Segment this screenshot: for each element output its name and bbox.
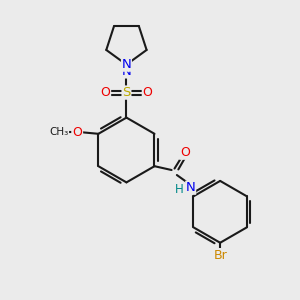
Text: S: S <box>122 86 130 99</box>
Text: N: N <box>122 58 131 71</box>
Text: CH₃: CH₃ <box>49 127 69 137</box>
Text: H: H <box>175 183 184 196</box>
Text: O: O <box>143 86 153 99</box>
Text: N: N <box>186 181 196 194</box>
Text: N: N <box>122 65 131 78</box>
Text: O: O <box>72 126 82 139</box>
Text: O: O <box>100 86 110 99</box>
Text: O: O <box>180 146 190 159</box>
Text: Br: Br <box>213 249 227 262</box>
